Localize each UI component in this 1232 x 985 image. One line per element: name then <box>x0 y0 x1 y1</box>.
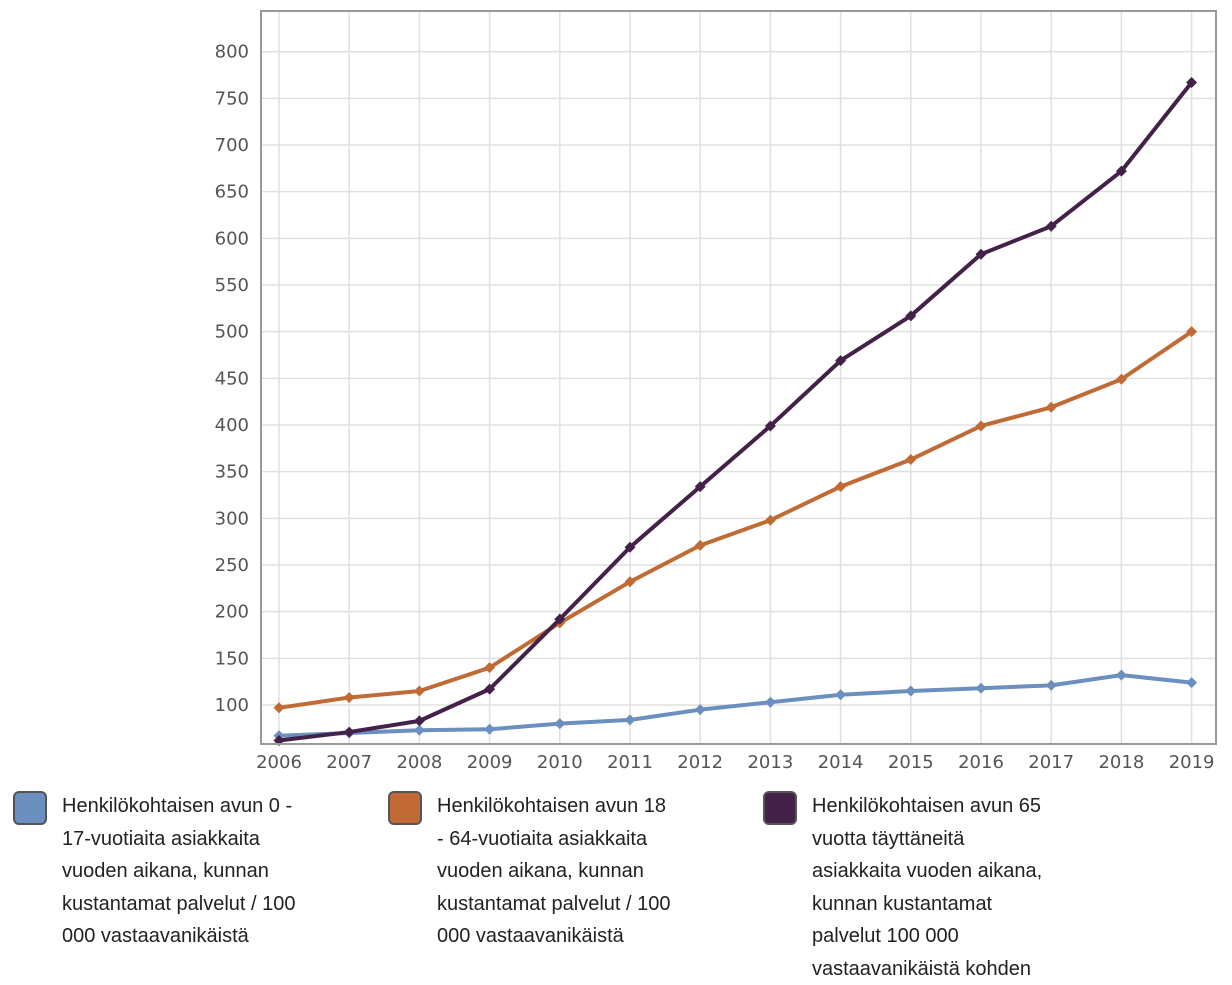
legend-65-line: kunnan kustantamat <box>812 888 1042 921</box>
data-point-marker <box>765 697 776 708</box>
y-tick-label: 100 <box>215 695 249 716</box>
y-tick-label: 550 <box>215 275 249 296</box>
x-tick-label: 2015 <box>888 752 934 773</box>
y-tick-label: 700 <box>215 135 249 156</box>
x-tick-label: 2019 <box>1169 752 1215 773</box>
plot-frame <box>261 11 1216 744</box>
x-tick-label: 2014 <box>818 752 864 773</box>
legend-0-17-line: 17-vuotiaita asiakkaita <box>62 823 295 856</box>
data-point-marker <box>344 692 355 703</box>
series-lines <box>274 77 1198 746</box>
data-point-marker <box>1186 677 1197 688</box>
series-line <box>279 332 1192 708</box>
data-point-marker <box>905 686 916 697</box>
x-tick-label: 2012 <box>677 752 723 773</box>
legend-item-65: Henkilökohtaisen avun 65 vuotta täyttäne… <box>763 790 1042 985</box>
y-tick-label: 450 <box>215 368 249 389</box>
line-chart: 100 150 200 250 300 350 400 450 500 550 600 650 700 7… <box>0 0 1232 780</box>
legend-label-18-64: Henkilökohtaisen avun 18 - 64-vuotiaita … <box>437 790 670 953</box>
x-tick-label: 2017 <box>1028 752 1074 773</box>
data-point-marker <box>695 704 706 715</box>
series-line <box>279 82 1192 740</box>
y-tick-label: 200 <box>215 602 249 623</box>
data-point-marker <box>1046 402 1057 413</box>
legend-65-line: vastaavanikäistä kohden <box>812 953 1042 985</box>
legend-0-17-line: Henkilökohtaisen avun 0 - <box>62 790 295 823</box>
legend-swatch-65 <box>763 791 797 825</box>
y-axis-ticks: 100 150 200 250 300 350 400 450 500 550 600 650 700 7… <box>215 42 249 716</box>
y-tick-label: 600 <box>215 228 249 249</box>
legend-swatch-18-64 <box>388 791 422 825</box>
data-point-marker <box>1046 680 1057 691</box>
data-point-marker <box>344 727 355 738</box>
y-tick-label: 500 <box>215 322 249 343</box>
legend-18-64-line: 000 vastaavanikäistä <box>437 920 670 953</box>
legend-item-0-17: Henkilökohtaisen avun 0 - 17-vuotiaita a… <box>13 790 295 953</box>
x-tick-label: 2013 <box>747 752 793 773</box>
legend-65-line: palvelut 100 000 <box>812 920 1042 953</box>
legend-swatch-0-17 <box>13 791 47 825</box>
data-point-marker <box>414 686 425 697</box>
x-tick-label: 2006 <box>256 752 302 773</box>
x-tick-label: 2009 <box>467 752 513 773</box>
x-axis-ticks: 2006 2007 2008 2009 2010 2011 2012 2013 2014 2015… <box>256 752 1214 773</box>
legend-65-line: asiakkaita vuoden aikana, <box>812 855 1042 888</box>
y-tick-label: 350 <box>215 462 249 483</box>
legend-0-17-line: kustantamat palvelut / 100 <box>62 888 295 921</box>
y-tick-label: 250 <box>215 555 249 576</box>
data-point-marker <box>625 714 636 725</box>
data-point-marker <box>976 683 987 694</box>
y-tick-label: 300 <box>215 508 249 529</box>
data-point-marker <box>1116 670 1127 681</box>
legend-0-17-line: vuoden aikana, kunnan <box>62 855 295 888</box>
data-point-marker <box>554 718 565 729</box>
y-tick-label: 400 <box>215 415 249 436</box>
x-tick-label: 2018 <box>1098 752 1144 773</box>
legend-65-line: Henkilökohtaisen avun 65 <box>812 790 1042 823</box>
data-point-marker <box>484 724 495 735</box>
y-tick-label: 650 <box>215 182 249 203</box>
legend-18-64-line: kustantamat palvelut / 100 <box>437 888 670 921</box>
x-tick-label: 2008 <box>396 752 442 773</box>
grid-lines <box>261 11 1216 744</box>
legend-0-17-line: 000 vastaavanikäistä <box>62 920 295 953</box>
x-tick-label: 2011 <box>607 752 653 773</box>
legend-18-64-line: vuoden aikana, kunnan <box>437 855 670 888</box>
legend-label-0-17: Henkilökohtaisen avun 0 - 17-vuotiaita a… <box>62 790 295 953</box>
legend-18-64-line: - 64-vuotiaita asiakkaita <box>437 823 670 856</box>
x-tick-label: 2016 <box>958 752 1004 773</box>
data-point-marker <box>274 702 285 713</box>
legend-label-65: Henkilökohtaisen avun 65 vuotta täyttäne… <box>812 790 1042 985</box>
y-tick-label: 750 <box>215 88 249 109</box>
legend-item-18-64: Henkilökohtaisen avun 18 - 64-vuotiaita … <box>388 790 670 953</box>
legend-18-64-line: Henkilökohtaisen avun 18 <box>437 790 670 823</box>
y-tick-label: 800 <box>215 42 249 63</box>
legend-65-line: vuotta täyttäneitä <box>812 823 1042 856</box>
x-tick-label: 2007 <box>326 752 372 773</box>
data-point-marker <box>835 689 846 700</box>
x-tick-label: 2010 <box>537 752 583 773</box>
y-tick-label: 150 <box>215 648 249 669</box>
